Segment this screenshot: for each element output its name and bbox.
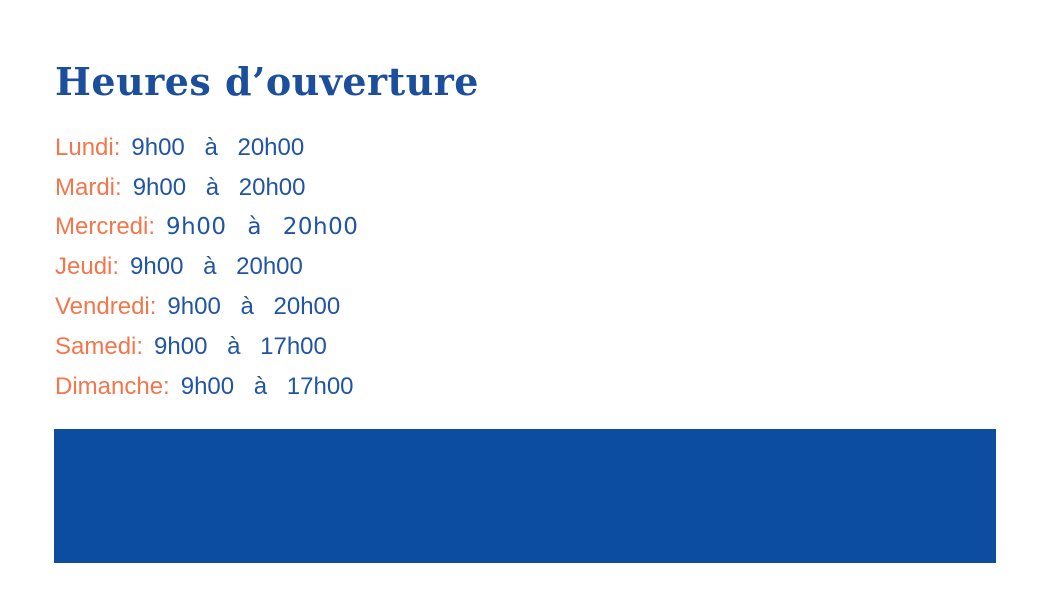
footer-banner — [54, 429, 996, 563]
day-hours: 9h00 à 20h00 — [166, 214, 359, 241]
day-label: Mardi: — [55, 173, 122, 201]
day-label: Lundi: — [55, 133, 121, 161]
hours-row-sunday: Dimanche: 9h00 à 17h00 — [55, 367, 358, 407]
day-label: Jeudi: — [55, 253, 120, 281]
day-hours: 9h00 à 20h00 — [167, 293, 341, 321]
hours-row-thursday: Jeudi: 9h00 à 20h00 — [55, 247, 358, 287]
day-hours: 9h00 à 20h00 — [131, 133, 305, 161]
day-label: Vendredi: — [55, 293, 157, 321]
hours-row-friday: Vendredi: 9h00 à 20h00 — [55, 287, 358, 327]
page-title: Heures d’ouverture — [55, 59, 479, 104]
day-label: Samedi: — [55, 332, 144, 360]
hours-row-monday: Lundi: 9h00 à 20h00 — [55, 128, 358, 168]
hours-list: Lundi: 9h00 à 20h00 Mardi: 9h00 à 20h00 … — [55, 128, 358, 407]
day-hours: 9h00 à 20h00 — [132, 173, 306, 201]
hours-row-tuesday: Mardi: 9h00 à 20h00 — [55, 168, 358, 208]
hours-row-saturday: Samedi: 9h00 à 17h00 — [55, 327, 358, 367]
day-hours: 9h00 à 20h00 — [130, 253, 303, 281]
day-label: Dimanche: — [55, 372, 170, 400]
day-label: Mercredi: — [55, 213, 156, 241]
day-hours: 9h00 à 17h00 — [154, 332, 327, 360]
hours-row-wednesday: Mercredi: 9h00 à 20h00 — [55, 208, 358, 248]
day-hours: 9h00 à 17h00 — [180, 372, 354, 400]
